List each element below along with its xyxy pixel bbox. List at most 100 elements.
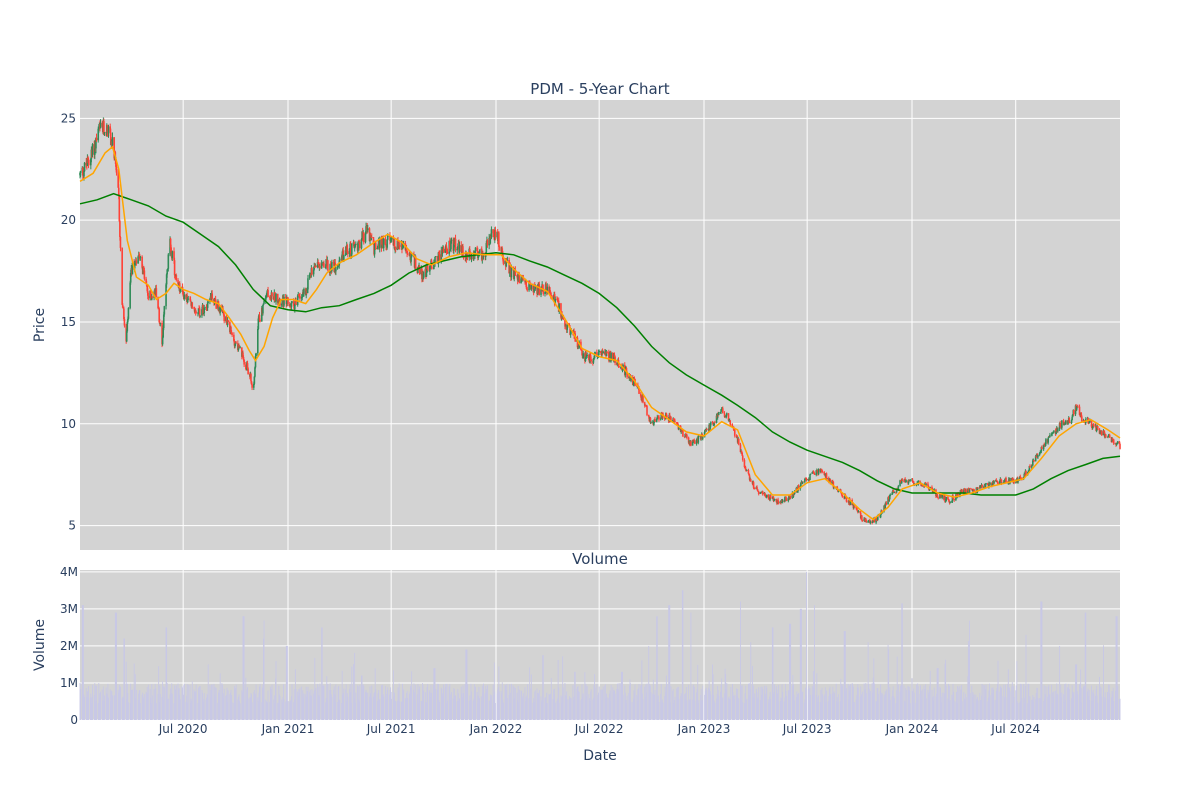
candle-body: [645, 404, 647, 407]
candle-body: [544, 291, 546, 295]
candle-body: [1051, 432, 1053, 435]
candle-body: [99, 122, 102, 128]
candle-body: [298, 294, 300, 296]
candle-body: [370, 236, 373, 238]
candle-body: [171, 251, 174, 259]
candle-body: [353, 242, 355, 248]
candle-body: [377, 245, 379, 248]
candle-body: [226, 320, 229, 326]
candle-body: [477, 253, 480, 258]
candle-body: [468, 249, 471, 252]
candle-body: [87, 159, 90, 164]
candle-body: [853, 505, 856, 507]
candle-body: [385, 244, 387, 247]
candle-body: [893, 492, 896, 494]
candle-body: [999, 478, 1002, 482]
candle-body: [1035, 456, 1038, 458]
candle-body: [332, 262, 335, 264]
candle-body: [1107, 436, 1109, 438]
candle-body: [489, 235, 492, 244]
candle-body: [186, 298, 189, 303]
candle-body: [1116, 441, 1119, 443]
candle-body: [384, 238, 387, 245]
candle-body: [485, 243, 488, 254]
candle-body: [79, 172, 81, 176]
candle-body: [549, 290, 551, 295]
candle-body: [386, 236, 389, 240]
candle-body: [625, 368, 628, 373]
candle-body: [845, 497, 848, 502]
candle-body: [1071, 417, 1073, 421]
candle-body: [381, 245, 383, 248]
candle-body: [852, 503, 855, 508]
candle-body: [1039, 452, 1042, 453]
candle-body: [653, 421, 655, 425]
candle-body: [718, 412, 720, 415]
price-y-axis-label: Price: [32, 308, 48, 342]
candle-body: [765, 494, 768, 497]
candle-body: [643, 402, 646, 406]
candle-body: [1070, 420, 1073, 424]
candle-body: [897, 486, 900, 490]
candle-body: [768, 498, 770, 499]
candle-body: [119, 236, 122, 248]
candle-body: [373, 244, 376, 255]
candle-body: [831, 481, 834, 485]
candle-body: [525, 281, 528, 287]
candle-body: [366, 228, 369, 231]
candle-body: [777, 499, 779, 503]
candle-body: [988, 483, 990, 488]
price-panel: 5 10 15 20 25 PDM - 5-Year Chart Price: [32, 80, 1121, 550]
x-axis-label: Date: [583, 748, 616, 764]
candle-body: [957, 493, 959, 497]
candle-body: [86, 157, 89, 166]
candle-body: [713, 422, 716, 425]
candle-body: [951, 501, 953, 503]
candle-body: [873, 518, 876, 523]
candle-body: [87, 157, 89, 160]
candle-body: [908, 480, 911, 482]
candle-body: [115, 166, 118, 173]
candle-body: [621, 365, 623, 371]
candle-body: [773, 499, 775, 501]
candle-body: [1004, 479, 1006, 482]
candle-body: [301, 296, 304, 298]
candle-body: [193, 307, 196, 312]
candle-body: [1034, 456, 1037, 462]
candle-body: [316, 262, 319, 267]
candle-body: [203, 307, 206, 314]
candle-body: [389, 235, 391, 241]
candle-body: [741, 455, 744, 460]
candle-body: [246, 363, 249, 369]
x-tick-label: Jan 2023: [677, 722, 731, 736]
candle-body: [233, 334, 235, 341]
candle-body: [327, 260, 329, 271]
candle-body: [871, 522, 874, 523]
candle-body: [817, 469, 820, 475]
candle-body: [542, 288, 545, 295]
candle-body: [506, 260, 509, 261]
candle-body: [264, 296, 267, 301]
candle-body: [498, 246, 501, 248]
candle-body: [865, 518, 867, 521]
candle-body: [142, 267, 145, 275]
candle-body: [698, 435, 700, 437]
candle-body: [816, 470, 819, 473]
x-tick-label: Jul 2023: [782, 722, 832, 736]
x-tick-label: Jul 2024: [990, 722, 1040, 736]
candle-body: [492, 229, 494, 234]
candle-body: [429, 266, 431, 272]
candle-body: [1019, 476, 1022, 478]
candle-body: [769, 495, 772, 498]
candle-body: [676, 422, 679, 424]
candle-body: [390, 237, 393, 240]
candle-body: [158, 308, 161, 323]
candle-body: [545, 284, 547, 290]
candle-body: [514, 269, 517, 276]
candle-body: [585, 352, 587, 357]
candle-body: [1080, 412, 1083, 417]
candle-body: [963, 489, 965, 494]
candle-body: [800, 482, 802, 487]
candle-body: [288, 303, 291, 307]
candle-body: [303, 288, 305, 294]
